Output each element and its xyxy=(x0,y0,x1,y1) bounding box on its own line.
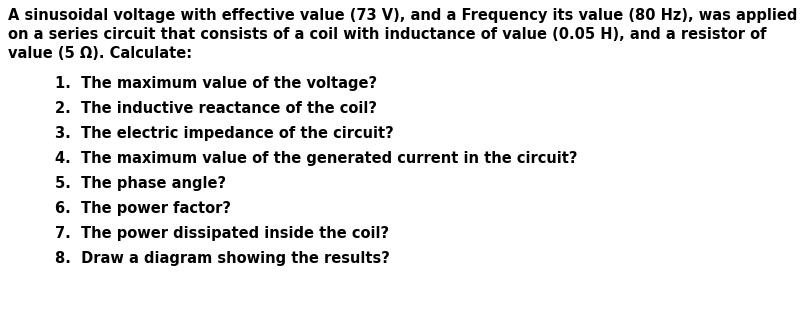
Text: 8.  Draw a diagram showing the results?: 8. Draw a diagram showing the results? xyxy=(55,251,390,266)
Text: 2.  The inductive reactance of the coil?: 2. The inductive reactance of the coil? xyxy=(55,101,377,116)
Text: value (5 Ω). Calculate:: value (5 Ω). Calculate: xyxy=(8,46,192,61)
Text: 1.  The maximum value of the voltage?: 1. The maximum value of the voltage? xyxy=(55,76,377,91)
Text: 3.  The electric impedance of the circuit?: 3. The electric impedance of the circuit… xyxy=(55,126,394,141)
Text: 6.  The power factor?: 6. The power factor? xyxy=(55,201,231,216)
Text: 4.  The maximum value of the generated current in the circuit?: 4. The maximum value of the generated cu… xyxy=(55,151,578,166)
Text: 7.  The power dissipated inside the coil?: 7. The power dissipated inside the coil? xyxy=(55,226,389,241)
Text: 5.  The phase angle?: 5. The phase angle? xyxy=(55,176,226,191)
Text: on a series circuit that consists of a coil with inductance of value (0.05 H), a: on a series circuit that consists of a c… xyxy=(8,27,766,42)
Text: A sinusoidal voltage with effective value (73 V), and a Frequency its value (80 : A sinusoidal voltage with effective valu… xyxy=(8,8,798,23)
